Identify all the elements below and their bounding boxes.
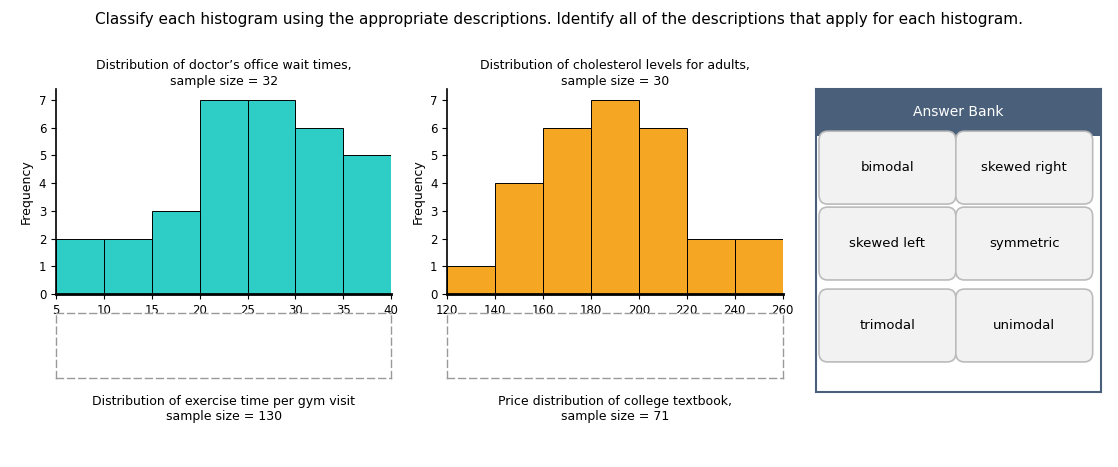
- Bar: [247, 100, 295, 294]
- Bar: [735, 239, 783, 294]
- FancyBboxPatch shape: [819, 131, 956, 204]
- X-axis label: Cholesterol (mg/dL): Cholesterol (mg/dL): [553, 323, 676, 335]
- Bar: [200, 100, 247, 294]
- Bar: [447, 267, 495, 294]
- Text: Classify each histogram using the appropriate descriptions. Identify all of the : Classify each histogram using the approp…: [95, 12, 1023, 27]
- Bar: [591, 100, 638, 294]
- Text: Distribution of exercise time per gym visit
sample size = 130: Distribution of exercise time per gym vi…: [92, 395, 356, 423]
- Bar: [543, 127, 591, 294]
- Bar: [343, 156, 391, 294]
- FancyBboxPatch shape: [956, 289, 1092, 362]
- Title: Distribution of cholesterol levels for adults,
sample size = 30: Distribution of cholesterol levels for a…: [480, 58, 750, 88]
- Bar: [104, 239, 152, 294]
- X-axis label: Wait time (minutes): Wait time (minutes): [161, 323, 286, 335]
- Bar: [638, 127, 686, 294]
- FancyBboxPatch shape: [819, 289, 956, 362]
- Bar: [816, 89, 1101, 136]
- FancyBboxPatch shape: [956, 207, 1092, 280]
- Text: skewed left: skewed left: [850, 237, 926, 250]
- Text: Price distribution of college textbook,
sample size = 71: Price distribution of college textbook, …: [498, 395, 732, 423]
- Text: symmetric: symmetric: [989, 237, 1060, 250]
- Text: skewed right: skewed right: [982, 161, 1067, 174]
- Bar: [686, 239, 735, 294]
- Y-axis label: Frequency: Frequency: [20, 159, 34, 224]
- Text: trimodal: trimodal: [860, 319, 916, 332]
- Text: Answer Bank: Answer Bank: [913, 105, 1004, 119]
- Y-axis label: Frequency: Frequency: [411, 159, 425, 224]
- Title: Distribution of doctor’s office wait times,
sample size = 32: Distribution of doctor’s office wait tim…: [96, 58, 351, 88]
- Text: bimodal: bimodal: [861, 161, 915, 174]
- Bar: [295, 127, 343, 294]
- FancyBboxPatch shape: [819, 207, 956, 280]
- Text: unimodal: unimodal: [993, 319, 1055, 332]
- FancyBboxPatch shape: [956, 131, 1092, 204]
- Bar: [152, 211, 200, 294]
- Bar: [56, 239, 104, 294]
- Bar: [495, 183, 543, 294]
